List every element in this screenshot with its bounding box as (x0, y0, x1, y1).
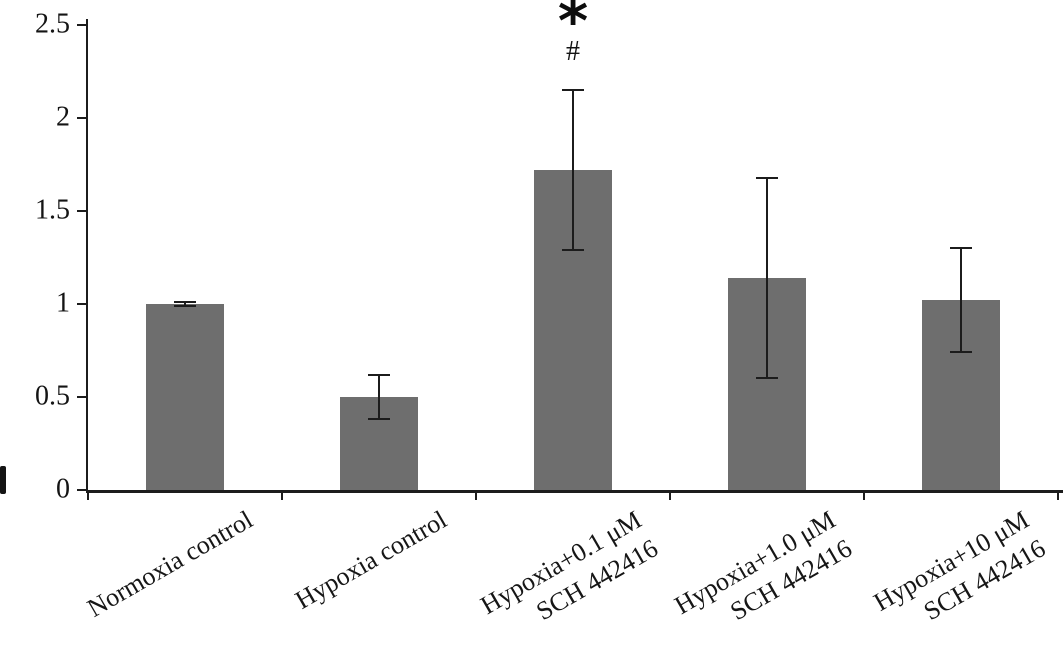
y-tick-label: 2 (56, 101, 70, 133)
x-category-label: Hypoxia+0.1 μM SCH 442416 (475, 504, 664, 650)
bar (146, 304, 224, 490)
y-tick-label: 2.5 (35, 8, 70, 40)
error-bar-cap-bottom (756, 377, 778, 380)
significance-asterisk: * (557, 0, 589, 55)
x-axis-tick (863, 490, 865, 500)
x-axis (86, 490, 1063, 493)
x-category-label-line: Hypoxia control (290, 504, 452, 615)
y-axis (86, 19, 88, 492)
error-bar-line (572, 90, 574, 251)
error-bar-line (766, 177, 768, 379)
error-bar-cap-bottom (950, 351, 972, 354)
error-bar-cap-top (368, 373, 390, 376)
error-bar-cap-top (174, 301, 196, 304)
y-axis-tick (77, 396, 86, 398)
y-axis-tick (77, 24, 86, 26)
x-axis-tick (669, 490, 671, 500)
y-tick-label: 1.5 (35, 194, 70, 226)
x-category-label-line: Normoxia control (82, 504, 258, 623)
error-bar-cap-bottom (174, 304, 196, 307)
y-axis-tick (77, 489, 86, 491)
y-tick-label: 0.5 (35, 380, 70, 412)
error-bar-cap-top (756, 176, 778, 179)
error-bar-cap-top (562, 89, 584, 92)
significance-hash: # (566, 36, 580, 67)
y-axis-tick (77, 303, 86, 305)
x-category-label: Hypoxia+10 μM SCH 442416 (869, 504, 1052, 647)
error-bar-line (960, 248, 962, 353)
error-bar-cap-bottom (562, 249, 584, 252)
y-tick-label: 0 (56, 473, 70, 505)
x-axis-tick (475, 490, 477, 500)
y-axis-tick (77, 117, 86, 119)
y-tick-label: 1 (56, 287, 70, 319)
error-bar-cap-bottom (368, 418, 390, 421)
cropped-edge-artifact (0, 466, 6, 494)
error-bar-line (184, 302, 186, 306)
error-bar-line (378, 374, 380, 420)
x-category-label: Hypoxia control (290, 504, 453, 617)
x-axis-tick (87, 490, 89, 500)
x-axis-tick (1057, 490, 1059, 500)
error-bar-cap-top (950, 247, 972, 250)
y-axis-tick (77, 210, 86, 212)
x-category-label: Normoxia control (82, 504, 259, 625)
x-category-label: Hypoxia+1.0 μM SCH 442416 (669, 504, 858, 650)
x-axis-tick (281, 490, 283, 500)
